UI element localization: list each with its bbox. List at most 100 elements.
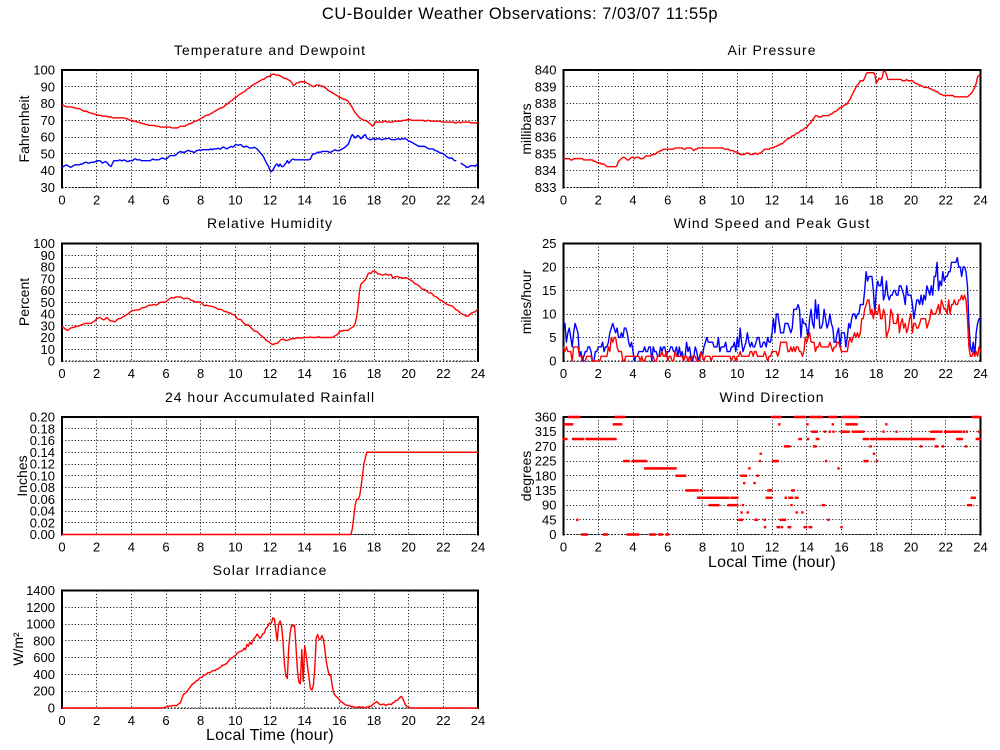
scatter-point <box>695 489 698 492</box>
scatter-point <box>776 459 779 463</box>
x-tick-label: 10 <box>730 366 744 381</box>
x-tick-label: 6 <box>162 713 169 728</box>
x-tick-label: 18 <box>367 193 381 208</box>
scatter-point <box>604 533 607 536</box>
scatter-point <box>773 459 777 463</box>
scatter-point <box>661 467 664 470</box>
scatter-point <box>775 459 778 463</box>
y-tick-label: 0.12 <box>30 457 55 472</box>
scatter-point <box>728 503 732 507</box>
scatter-point <box>851 430 855 433</box>
scatter-point <box>909 437 913 441</box>
x-tick-label: 24 <box>471 366 485 381</box>
chart-title-relative-humidity: Relative Humidity <box>207 215 333 231</box>
scatter-point <box>633 533 637 536</box>
scatter-point <box>842 415 845 419</box>
scatter-point <box>672 467 676 470</box>
scatter-point <box>779 518 782 522</box>
scatter-point <box>854 430 858 433</box>
scatter-point <box>727 496 730 499</box>
scatter-point <box>566 423 569 426</box>
scatter-point <box>607 437 610 441</box>
scatter-point <box>875 459 879 463</box>
scatter-point <box>848 415 851 419</box>
x-axis-label-local-time-left: Local Time (hour) <box>206 727 334 744</box>
y-tick-label: 15 <box>542 283 556 298</box>
y-tick-label: 90 <box>41 79 55 94</box>
x-tick-label: 22 <box>939 540 953 555</box>
scatter-point <box>737 518 741 522</box>
scatter-point <box>905 437 908 441</box>
scatter-point <box>628 533 631 536</box>
x-tick-label: 2 <box>93 540 100 555</box>
scatter-point <box>589 437 593 441</box>
scatter-point <box>602 533 606 536</box>
scatter-point <box>637 459 640 463</box>
scatter-point <box>795 511 798 514</box>
scatter-point <box>730 503 733 507</box>
chart-title-rainfall: 24 hour Accumulated Rainfall <box>164 388 376 405</box>
chart-title-air-pressure: Air Pressure <box>727 41 817 58</box>
scatter-point <box>855 415 858 419</box>
series-dewpoint <box>61 133 479 173</box>
y-tick-label: 600 <box>33 650 55 665</box>
scatter-point <box>741 503 745 507</box>
scatter-point <box>617 415 620 419</box>
scatter-point <box>845 423 848 426</box>
scatter-point <box>819 415 822 419</box>
scatter-point <box>866 459 869 463</box>
scatter-point <box>813 415 816 419</box>
x-tick-label: 8 <box>699 366 706 381</box>
scatter-point <box>563 437 567 441</box>
y-tick-label: 30 <box>41 318 55 333</box>
x-tick-label: 10 <box>228 540 242 555</box>
scatter-point <box>612 437 616 441</box>
scatter-point <box>585 533 588 536</box>
y-tick-label: 837 <box>535 113 557 128</box>
scatter-point <box>882 430 885 433</box>
scatter-point <box>854 423 857 426</box>
y-tick-label: 100 <box>33 63 55 78</box>
scatter-point <box>619 423 623 426</box>
scatter-point <box>855 423 858 426</box>
scatter-point <box>777 525 781 529</box>
scatter-point <box>970 496 974 499</box>
scatter-point <box>655 467 658 470</box>
scatter-point <box>966 503 970 507</box>
scatter-point <box>862 437 866 441</box>
scatter-point <box>792 489 795 492</box>
scatter-point <box>562 437 565 441</box>
scatter-point <box>699 489 703 492</box>
x-tick-label: 16 <box>834 366 848 381</box>
scatter-point <box>846 430 849 433</box>
scatter-point <box>968 503 971 507</box>
scatter-point <box>930 437 933 441</box>
scatter-point <box>648 467 651 470</box>
x-tick-label: 8 <box>699 540 706 555</box>
scatter-point <box>911 437 914 441</box>
scatter-point <box>644 459 648 463</box>
x-tick-label: 2 <box>595 366 602 381</box>
x-tick-label: 20 <box>401 540 415 555</box>
x-tick-label: 20 <box>401 713 415 728</box>
scatter-point <box>817 437 820 441</box>
scatter-point <box>812 445 816 448</box>
scatter-point <box>977 437 980 441</box>
scatter-point <box>570 415 574 419</box>
scatter-point <box>949 430 953 433</box>
x-tick-label: 2 <box>93 193 100 208</box>
x-tick-label: 12 <box>765 540 779 555</box>
y-tick-label: 360 <box>535 410 557 425</box>
scatter-point <box>779 415 782 419</box>
scatter-point <box>668 467 671 470</box>
scatter-point <box>666 533 670 536</box>
scatter-point <box>788 445 791 448</box>
scatter-point <box>773 415 777 419</box>
scatter-point <box>596 437 600 441</box>
scatter-point <box>569 415 572 419</box>
